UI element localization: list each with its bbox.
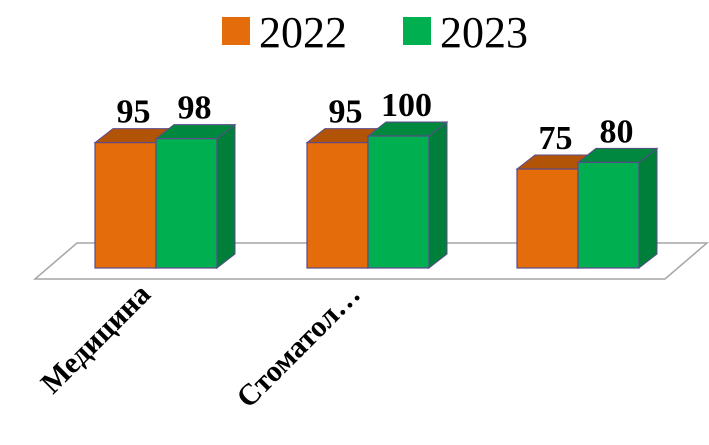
data-label-2022-1: 95	[117, 94, 151, 131]
category-label-2: Стоматол…	[230, 278, 367, 415]
bar-2023-1	[154, 123, 237, 270]
legend-swatch-2022	[222, 17, 250, 45]
category-labels-group: Медицина Стоматол…	[35, 278, 367, 415]
data-label-2022-3: 75	[539, 120, 573, 157]
legend-label-2023: 2023	[440, 8, 528, 57]
bar-side-face	[428, 120, 448, 270]
data-label-2023-3: 80	[600, 113, 634, 150]
bar-front-face	[577, 161, 640, 269]
bars-group	[93, 120, 659, 270]
data-label-2023-2: 100	[381, 87, 432, 124]
bar-front-face	[94, 142, 157, 269]
data-labels-group: 95 98 95 100 75 80	[117, 87, 634, 157]
bar-front-face	[306, 142, 369, 269]
bar-front-face	[155, 138, 218, 269]
bar-front-face	[516, 168, 579, 269]
bar-front-face	[367, 135, 430, 269]
legend-label-2022: 2022	[259, 8, 347, 57]
data-label-2022-2: 95	[329, 94, 363, 131]
bar-2023-2	[366, 120, 449, 270]
bar-2023-3	[576, 147, 659, 270]
legend-swatch-2023	[403, 17, 431, 45]
bar-side-face	[216, 123, 236, 270]
bar-side-face	[638, 147, 658, 270]
data-label-2023-1: 98	[178, 90, 212, 127]
category-label-1: Медицина	[35, 278, 157, 400]
legend: 2022 2023	[222, 8, 528, 57]
